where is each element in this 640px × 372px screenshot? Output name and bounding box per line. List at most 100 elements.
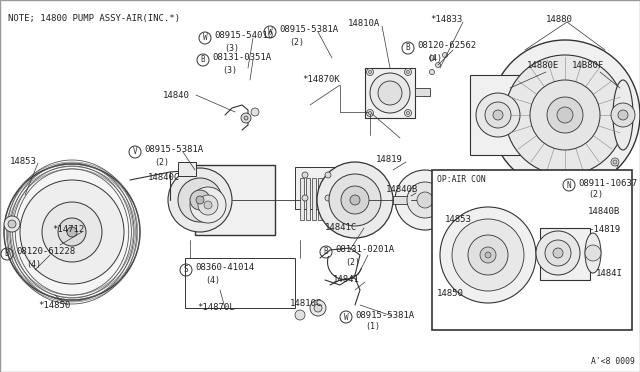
Circle shape [480,247,496,263]
Text: W: W [203,33,207,42]
Circle shape [341,186,369,214]
Circle shape [190,187,226,223]
Circle shape [325,172,331,178]
Circle shape [545,240,571,266]
Text: *14712: *14712 [52,225,84,234]
Circle shape [476,93,520,137]
Bar [330,178,334,220]
Text: 08911-10637: 08911-10637 [578,179,637,187]
Text: B: B [406,44,410,52]
Circle shape [350,195,360,205]
Circle shape [406,112,410,115]
Text: 08120-62562: 08120-62562 [417,42,476,51]
Text: 14841: 14841 [333,276,360,285]
Text: 14853: 14853 [10,157,37,167]
Circle shape [244,116,248,120]
Text: B: B [201,55,205,64]
Circle shape [178,178,222,222]
Bar [324,178,328,220]
Circle shape [468,235,508,275]
Circle shape [190,190,210,210]
Text: 14853: 14853 [445,215,472,224]
Text: W: W [344,312,348,321]
Circle shape [295,310,305,320]
Text: 08360-41014: 08360-41014 [195,263,254,273]
Circle shape [20,180,124,284]
Circle shape [611,158,619,166]
Circle shape [196,196,204,204]
Text: 08915-5381A: 08915-5381A [144,145,203,154]
Text: 1484I: 1484I [596,269,623,278]
Text: -14819: -14819 [588,225,620,234]
Circle shape [485,252,491,258]
Circle shape [4,216,20,232]
Circle shape [452,219,524,291]
Text: OP:AIR CON: OP:AIR CON [437,175,486,184]
Circle shape [618,110,628,120]
Circle shape [367,68,374,76]
Text: NOTE; 14800 PUMP ASSY-AIR(INC.*): NOTE; 14800 PUMP ASSY-AIR(INC.*) [8,14,180,23]
Circle shape [442,52,447,58]
Text: B: B [324,247,328,257]
Circle shape [404,109,412,116]
Text: *14833: *14833 [430,16,462,25]
Circle shape [536,231,580,275]
Circle shape [417,192,433,208]
Text: 14840: 14840 [163,90,190,99]
Text: (2): (2) [345,257,360,266]
Text: (3): (3) [224,44,239,52]
Text: 08915-5381A: 08915-5381A [279,26,338,35]
Circle shape [557,107,573,123]
Text: (2): (2) [154,157,169,167]
Text: 14819: 14819 [376,155,403,164]
Text: 14810C: 14810C [290,298,323,308]
Text: N: N [566,180,572,189]
Circle shape [325,195,331,201]
Bar [185,258,295,308]
Text: 08915-54010: 08915-54010 [214,32,273,41]
Circle shape [329,174,381,226]
Circle shape [440,207,536,303]
Circle shape [429,70,435,74]
Circle shape [505,55,625,175]
Circle shape [367,109,374,116]
Bar [470,75,525,155]
Bar [540,228,590,280]
Circle shape [585,245,601,261]
Circle shape [58,218,86,246]
Bar [300,178,304,220]
Circle shape [395,170,455,230]
Circle shape [302,172,308,178]
Circle shape [490,40,640,190]
Circle shape [404,68,412,76]
Circle shape [42,202,102,262]
Text: (2): (2) [588,190,603,199]
Text: 14850: 14850 [437,289,464,298]
Text: 08131-0351A: 08131-0351A [212,54,271,62]
Circle shape [168,168,232,232]
Circle shape [369,71,371,74]
Text: W: W [268,28,272,36]
Ellipse shape [585,233,601,273]
Circle shape [4,164,140,300]
Circle shape [302,195,308,201]
Text: (4): (4) [205,276,220,285]
Circle shape [370,73,410,113]
Text: A'<8 0009: A'<8 0009 [591,357,635,366]
Bar [312,178,316,220]
Circle shape [429,55,435,61]
Circle shape [310,300,326,316]
Text: *14870K: *14870K [302,76,340,84]
Text: 14880: 14880 [546,16,573,25]
Circle shape [204,201,212,209]
Text: (2): (2) [289,38,304,46]
Circle shape [406,71,410,74]
Circle shape [530,80,600,150]
Circle shape [317,162,393,238]
Circle shape [241,113,251,123]
Text: (4): (4) [427,54,442,62]
Bar [415,88,430,96]
Text: 14841C: 14841C [325,222,357,231]
Bar [295,167,337,209]
Text: 08120-61228: 08120-61228 [16,247,75,257]
